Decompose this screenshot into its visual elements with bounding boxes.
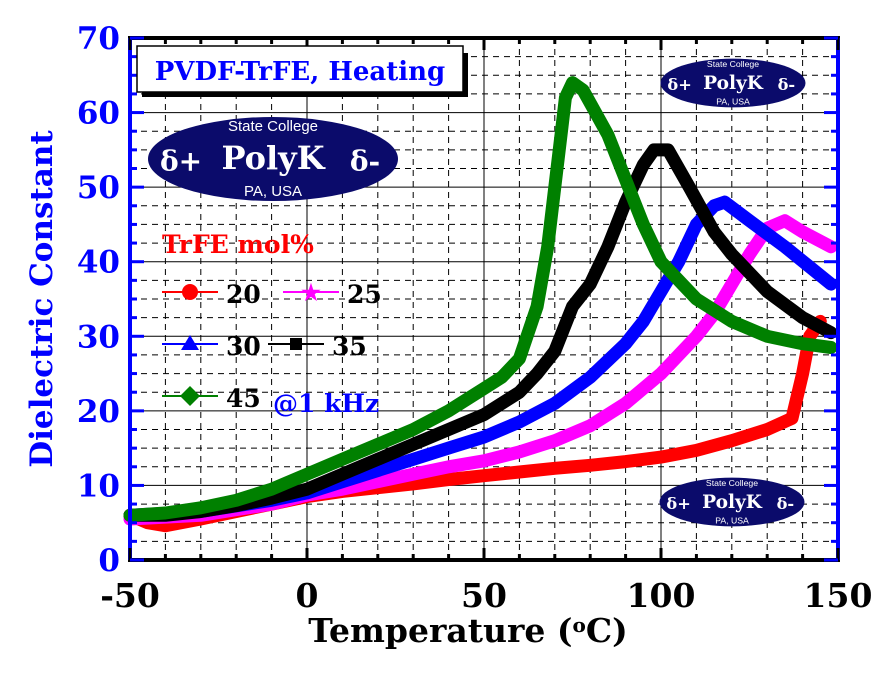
logo-top-text: State College <box>707 59 759 69</box>
logo-name: PolyK <box>702 492 763 513</box>
y-tick-label: 60 <box>77 96 120 132</box>
logo-name: PolyK <box>221 139 325 177</box>
legend-label-20: 20 <box>226 280 261 309</box>
logo-ellipse <box>659 477 805 527</box>
legend-title: TrFE mol% <box>162 230 314 259</box>
y-tick-label: 0 <box>98 543 120 579</box>
legend-label-30: 30 <box>226 332 261 361</box>
polyk-logo: State College PolyK PA, USA δ+ δ- <box>148 117 398 201</box>
legend-marker-triangle <box>181 335 199 350</box>
logo-ellipse <box>148 117 398 201</box>
logo-delta-plus: δ+ <box>160 145 202 178</box>
legend-marker-star: ★ <box>301 280 321 306</box>
y-tick-label: 50 <box>77 170 120 206</box>
logo-delta-minus: δ- <box>777 494 795 513</box>
logo-ellipse <box>660 58 806 108</box>
legend-marker-square <box>290 338 302 350</box>
legend-marker-circle <box>182 284 198 300</box>
y-tick-label: 20 <box>77 394 120 430</box>
logo-top-text: State College <box>706 478 758 488</box>
x-tick-label: 150 <box>804 576 873 615</box>
x-tick-label: 50 <box>461 576 507 615</box>
x-tick-label: -50 <box>100 576 160 615</box>
y-axis-label: Dielectric Constant <box>24 130 60 468</box>
logo-delta-plus: δ+ <box>666 494 690 513</box>
y-tick-label: 70 <box>77 21 120 57</box>
legend-label-25: 25 <box>347 280 382 309</box>
logo-delta-minus: δ- <box>778 75 796 94</box>
x-axis-label: Temperature (oC) <box>308 611 627 650</box>
logo-top-text: State College <box>228 118 318 135</box>
legend-marker-diamond <box>180 386 200 406</box>
title-box <box>136 45 464 93</box>
y-tick-label: 10 <box>77 468 120 504</box>
legend-label-45: 45 <box>226 384 261 413</box>
chart-title: PVDF-TrFE, Heating <box>155 57 446 87</box>
legend-label-35: 35 <box>332 332 367 361</box>
logo-delta-minus: δ- <box>350 145 380 178</box>
x-tick-label: 100 <box>627 576 696 615</box>
series-line-35 <box>123 143 838 522</box>
logo-bottom-text: PA, USA <box>716 96 750 106</box>
logo-bottom-text: PA, USA <box>244 183 302 200</box>
polyk-logo: State College PolyK PA, USA δ+ δ- <box>659 477 805 527</box>
series-line-45 <box>123 76 838 522</box>
legend: 20 ★ 25 30 35 45 <box>162 280 382 413</box>
series-lines <box>123 76 838 533</box>
y-tick-label: 40 <box>77 245 120 281</box>
polyk-logo: State College PolyK PA, USA δ+ δ- <box>660 58 806 108</box>
logo-name: PolyK <box>703 73 764 94</box>
logo-delta-plus: δ+ <box>667 75 691 94</box>
y-tick-label: 30 <box>77 319 120 355</box>
legend-note: @1 kHz <box>273 389 379 418</box>
logo-bottom-text: PA, USA <box>715 515 749 525</box>
x-tick-label: 0 <box>296 576 319 615</box>
